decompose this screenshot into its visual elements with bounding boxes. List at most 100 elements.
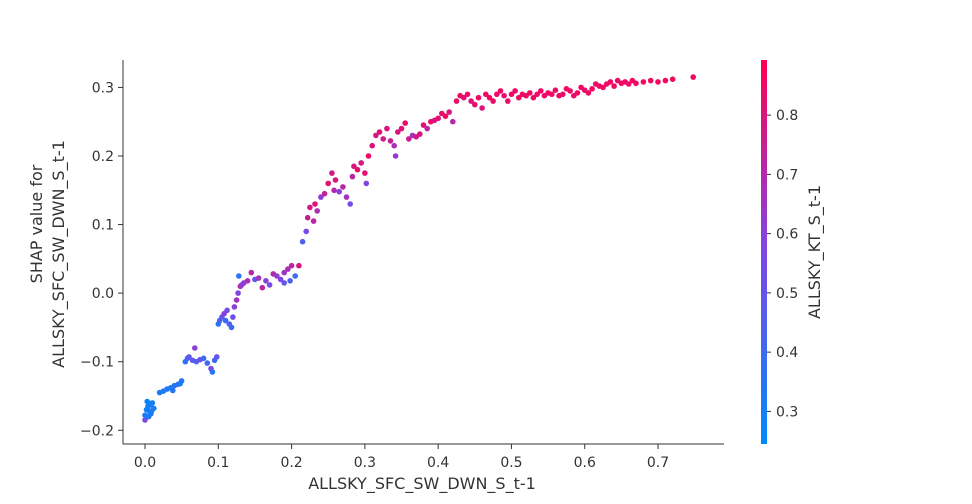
- data-point: [349, 173, 356, 180]
- data-point: [224, 307, 230, 314]
- data-point: [303, 228, 310, 235]
- x-tick-label: 0.3: [354, 455, 376, 471]
- data-point: [384, 125, 390, 132]
- data-point: [490, 98, 496, 104]
- data-point: [611, 83, 617, 89]
- data-point: [585, 90, 592, 96]
- data-point: [373, 132, 379, 139]
- y-tick-label: 0.2: [92, 149, 114, 165]
- data-point: [287, 278, 293, 284]
- data-point: [435, 115, 442, 122]
- data-point: [690, 74, 696, 80]
- data-point: [549, 91, 555, 98]
- data-point: [395, 129, 401, 135]
- data-point: [307, 204, 313, 211]
- data-point: [387, 138, 394, 144]
- colorbar-title: ALLSKY_KT_S_t-1: [805, 185, 825, 319]
- data-point: [209, 369, 216, 375]
- colorbar-tick-label: 0.7: [776, 167, 798, 183]
- data-point: [497, 88, 504, 94]
- data-point: [607, 79, 614, 85]
- data-point: [259, 284, 266, 291]
- data-point: [318, 194, 324, 200]
- data-point: [299, 238, 306, 245]
- data-point: [343, 194, 350, 200]
- data-point: [170, 387, 176, 394]
- data-point: [512, 88, 518, 94]
- colorbar-tick-label: 0.3: [776, 404, 798, 420]
- data-point: [380, 136, 387, 142]
- y-tick-label: 0.0: [92, 286, 114, 302]
- data-point: [505, 98, 511, 104]
- y-tick-label: −0.2: [80, 423, 114, 439]
- data-point: [148, 408, 155, 414]
- data-point: [177, 380, 183, 387]
- data-point: [244, 278, 251, 284]
- data-point: [142, 417, 148, 423]
- data-point: [255, 275, 262, 281]
- data-point: [200, 355, 207, 362]
- axes: 0.0 0.1 0.2 0.3 0.4 0.5 0.6 0.7 −0.2 −0.1 0.0 0.1 0.…: [80, 60, 724, 471]
- data-point: [277, 276, 284, 283]
- colorbar-tick-label: 0.4: [776, 345, 798, 361]
- y-axis-title-line-2: ALLSKY_SFC_SW_DWN_S_t-1: [49, 140, 69, 368]
- data-point: [236, 273, 242, 279]
- data-point: [450, 118, 456, 125]
- x-axis-title: ALLSKY_SFC_SW_DWN_S_t-1: [308, 474, 536, 494]
- data-point: [406, 136, 412, 142]
- data-point: [304, 214, 311, 221]
- data-point: [147, 402, 153, 408]
- data-point: [494, 91, 500, 98]
- data-point: [214, 354, 220, 360]
- data-point: [222, 317, 229, 324]
- data-point: [230, 314, 236, 320]
- data-point: [567, 88, 573, 94]
- x-tick-label: 0.4: [427, 455, 449, 471]
- data-point: [501, 92, 507, 99]
- data-point: [625, 81, 632, 87]
- data-point: [475, 94, 482, 101]
- data-point: [314, 208, 321, 214]
- data-point: [442, 113, 449, 119]
- data-point: [332, 177, 339, 183]
- data-point: [589, 86, 595, 92]
- data-point: [231, 304, 238, 310]
- data-point: [331, 187, 337, 194]
- data-point: [351, 163, 357, 170]
- data-point: [228, 324, 235, 331]
- data-point: [633, 80, 639, 87]
- data-point: [669, 76, 676, 82]
- data-point: [358, 160, 365, 166]
- data-point: [461, 94, 467, 101]
- colorbar-tick-label: 0.6: [776, 227, 798, 243]
- data-point: [376, 129, 383, 135]
- data-point: [362, 170, 368, 176]
- data-point: [312, 201, 318, 207]
- data-point: [530, 94, 537, 101]
- data-point: [274, 273, 280, 279]
- data-point: [424, 125, 431, 132]
- data-point: [336, 188, 343, 195]
- data-point: [310, 218, 317, 224]
- data-point: [538, 88, 544, 94]
- data-point: [483, 91, 489, 98]
- data-point: [347, 201, 354, 207]
- data-point: [516, 94, 522, 101]
- colorbar-tick-label: 0.5: [776, 286, 798, 302]
- data-point: [192, 345, 198, 351]
- data-point: [662, 77, 669, 84]
- data-point: [479, 105, 485, 111]
- data-point: [285, 266, 291, 272]
- y-tick-label: 0.3: [92, 80, 114, 96]
- scatter-points: [142, 74, 696, 423]
- data-point: [453, 98, 460, 104]
- data-point: [560, 91, 566, 98]
- data-point: [402, 120, 409, 126]
- data-point: [647, 77, 654, 84]
- data-point: [325, 180, 332, 187]
- data-point: [263, 278, 269, 284]
- data-point: [600, 84, 606, 91]
- data-point: [468, 98, 474, 104]
- data-point: [398, 125, 405, 132]
